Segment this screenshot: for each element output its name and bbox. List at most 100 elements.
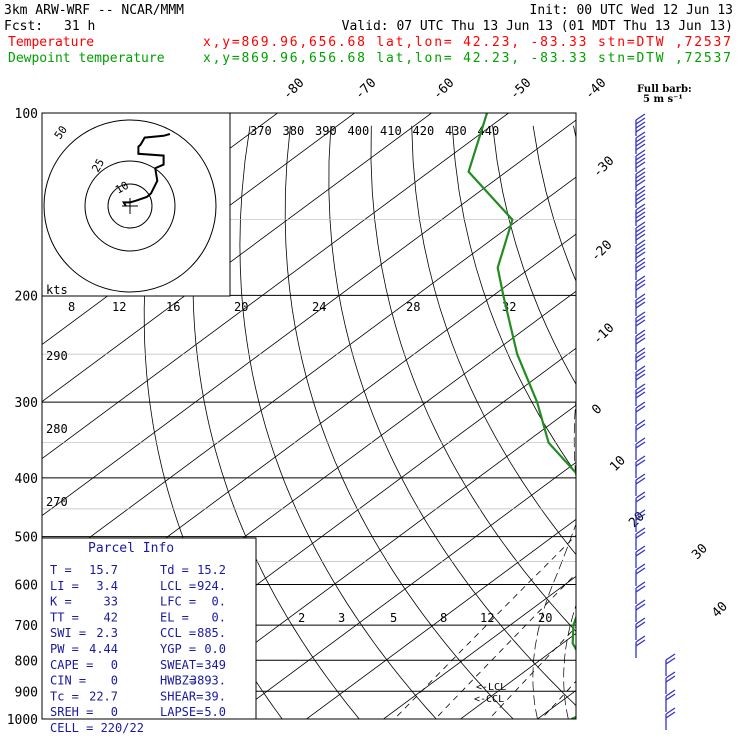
mixing-ratio-label: 12 [480, 611, 494, 625]
wind-barb [635, 491, 646, 514]
hodograph-kts-label: kts [46, 283, 68, 297]
wind-barb [635, 149, 646, 172]
dry-adiabat [328, 125, 576, 707]
parcel-info-cell: 924. [197, 579, 226, 593]
dry-adiabat [192, 125, 360, 719]
parcel-info-cell: SHEAR= [160, 689, 203, 703]
mixing-ratio-line [434, 573, 576, 719]
pressure-label: 200 [15, 289, 38, 304]
parcel-info-cell: 0.0 [204, 642, 226, 656]
fcst-label: Fcst: [4, 19, 43, 34]
parcel-info-cell: 22.7 [89, 689, 118, 703]
parcel-info-cell: CAPE = [50, 658, 93, 672]
isotherm [42, 119, 576, 517]
wind-barb [635, 473, 646, 496]
dewpoint-label: Dewpoint temperature [8, 51, 165, 66]
wind-speed-tick: 16 [166, 300, 180, 314]
isotherm [228, 461, 576, 719]
wind-barb [665, 671, 676, 694]
parcel-info-cell: SWEAT= [160, 658, 203, 672]
mixing-ratio-line [488, 626, 576, 719]
mixing-ratio-label: 2 [298, 611, 305, 625]
init-time: Init: 00 UTC Wed 12 Jun 13 [530, 3, 734, 18]
parcel-info-cell: 42 [104, 610, 118, 624]
parcel-info-cell: Td = [160, 563, 189, 577]
wind-barb [635, 419, 646, 442]
wind-speed-tick: 24 [312, 300, 326, 314]
lcl-mark: <-CCL [474, 694, 504, 705]
wind-barb [635, 275, 646, 298]
theta-label: 280 [46, 422, 68, 436]
parcel-info-cell: 4.44 [89, 642, 118, 656]
theta-label: 270 [46, 495, 68, 509]
mixing-ratio-label: 8 [440, 611, 447, 625]
dry-adiabat [492, 125, 576, 385]
moist-adiabat [532, 396, 576, 719]
moist-adiabat [563, 604, 576, 719]
pressure-label: 100 [15, 107, 38, 122]
wind-barb [665, 689, 676, 712]
parcel-info-cell: 15.7 [89, 563, 118, 577]
lcl-mark: <-LCL [476, 682, 506, 693]
theta-e-label: 380 [283, 124, 305, 138]
parcel-info-cell: 3.4 [96, 579, 118, 593]
isotherm [42, 113, 356, 346]
dry-adiabat [451, 125, 576, 474]
theta-e-label: 390 [315, 124, 337, 138]
wind-barb [635, 455, 646, 478]
parcel-info-cell: LCL = [160, 579, 196, 593]
pressure-label: 700 [15, 619, 38, 634]
theta-e-label: 410 [380, 124, 402, 138]
parcel-info-cell: CCL = [160, 626, 196, 640]
wind-barb [635, 545, 646, 568]
wind-barb [635, 167, 646, 190]
parcel-info-cell: 0 [111, 658, 118, 672]
theta-e-label: 420 [413, 124, 435, 138]
dry-adiabat [370, 125, 576, 633]
isotherm [382, 575, 576, 719]
parcel-info-cell: K = [50, 595, 72, 609]
model-title: 3km ARW-WRF -- NCAR/MMM [4, 3, 184, 18]
full-barb-value: 5 m s⁻¹ [643, 94, 683, 105]
theta-e-label: 370 [250, 124, 272, 138]
hodograph-box [41, 112, 231, 297]
mixing-ratio-label: 20 [538, 611, 552, 625]
parcel-info-cell: LFC = [160, 595, 196, 609]
pressure-label: 300 [15, 396, 38, 411]
hodograph-ring [43, 119, 217, 293]
pressure-label: 500 [15, 531, 38, 546]
parcel-info-cell: 885. [197, 626, 226, 640]
pressure-label: 400 [15, 472, 38, 487]
wind-barb [635, 311, 646, 334]
isotherm [42, 113, 510, 460]
dry-adiabat [411, 125, 576, 556]
wind-barb [665, 653, 676, 676]
hodograph-ring-label: 50 [52, 123, 70, 141]
hodograph-ring [84, 160, 176, 252]
pressure-label: 800 [15, 654, 38, 669]
parcel-info-cell: EL = [160, 610, 189, 624]
wind-barb [635, 131, 646, 154]
parcel-info-cell: 3893. [190, 674, 226, 688]
wind-barb [635, 203, 646, 226]
wind-barb [635, 401, 646, 424]
parcel-info-cell: 0 [111, 674, 118, 688]
pressure-label: 900 [15, 685, 38, 700]
fcst-value: 31 h [64, 19, 95, 34]
wind-barb [635, 113, 646, 136]
parcel-info-cell: CIN = [50, 674, 86, 688]
wind-barb [635, 383, 646, 406]
parcel-info-cell: 5.0 [204, 705, 226, 719]
wind-speed-tick: 20 [234, 300, 248, 314]
hodograph-trace [121, 133, 171, 207]
parcel-info-cell: SWI = [50, 626, 86, 640]
pressure-label: 1000 [7, 713, 38, 728]
wind-barb [635, 329, 646, 352]
parcel-info-cell: SREH = [50, 705, 93, 719]
header: 3km ARW-WRF -- NCAR/MMM Init: 00 UTC Wed… [4, 3, 733, 66]
mixing-ratio-label: 5 [390, 611, 397, 625]
temperature-info: x,y=869.96,656.68 lat,lon= 42.23, -83.33… [203, 35, 731, 50]
hodograph-ring-label: 10 [113, 179, 131, 197]
dewpoint-info: x,y=869.96,656.68 lat,lon= 42.23, -83.33… [203, 51, 731, 66]
